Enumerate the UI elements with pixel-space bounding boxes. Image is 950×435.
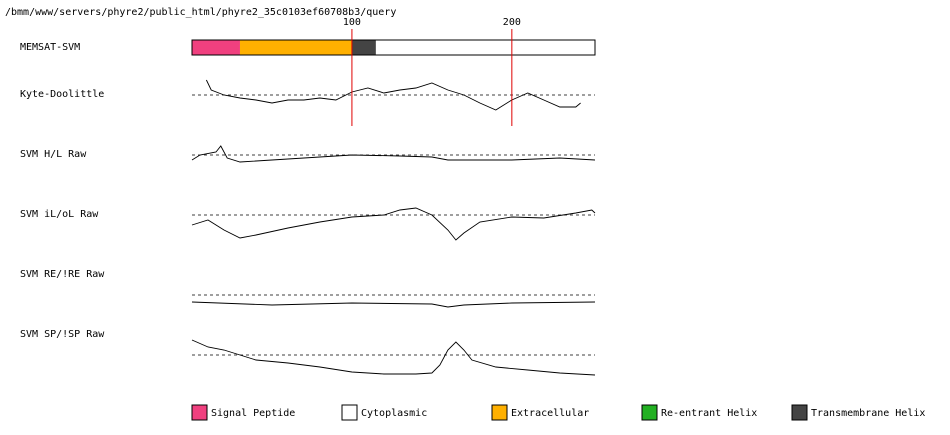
- topology-segment: [192, 40, 240, 55]
- track-label: SVM SP/!SP Raw: [20, 329, 105, 340]
- legend-swatch: [191, 404, 208, 421]
- topology-segment: [239, 40, 352, 55]
- legend-label: Re-entrant Helix: [661, 408, 757, 419]
- track-trace: [191, 207, 596, 241]
- chart-title: /bmm/www/servers/phyre2/public_html/phyr…: [5, 7, 396, 18]
- track-trace: [191, 301, 596, 308]
- track-label: SVM H/L Raw: [20, 149, 87, 160]
- topology-segment: [351, 40, 376, 55]
- legend-swatch: [641, 404, 658, 421]
- topology-label: MEMSAT-SVM: [20, 42, 80, 53]
- track-label: Kyte-Doolittle: [20, 89, 104, 100]
- legend-label: Transmembrane Helix: [811, 408, 925, 419]
- topology-frame: [191, 39, 596, 56]
- x-tick-label: 100: [343, 17, 361, 28]
- track-trace: [191, 339, 596, 376]
- legend-label: Extracellular: [511, 408, 589, 419]
- legend-swatch: [341, 404, 358, 421]
- legend-label: Signal Peptide: [211, 408, 295, 419]
- track-label: SVM RE/!RE Raw: [20, 269, 105, 280]
- legend-swatch: [491, 404, 508, 421]
- x-tick-label: 200: [503, 17, 521, 28]
- topology-segment: [375, 40, 595, 55]
- legend-label: Cytoplasmic: [361, 408, 427, 419]
- legend-swatch: [791, 404, 808, 421]
- track-label: SVM iL/oL Raw: [20, 209, 99, 220]
- track-trace: [191, 145, 596, 163]
- track-trace: [205, 79, 581, 111]
